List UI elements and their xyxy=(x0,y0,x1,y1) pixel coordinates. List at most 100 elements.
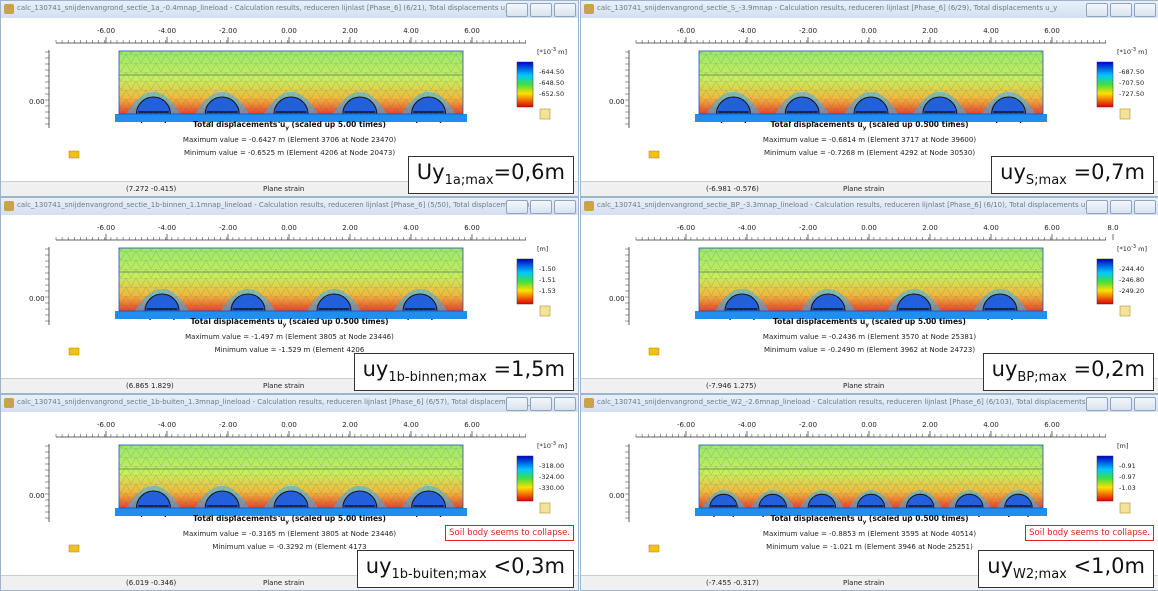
minimize-button[interactable] xyxy=(1086,200,1108,214)
close-button[interactable] xyxy=(554,3,576,17)
max-displacement-label: uy1b-buiten;max <0,3m xyxy=(357,550,574,588)
minimize-button[interactable] xyxy=(506,397,528,411)
ruler-label: -4.00 xyxy=(158,421,176,429)
close-button[interactable] xyxy=(554,200,576,214)
unit-text: [*10 xyxy=(1117,245,1131,253)
mesh-overlay xyxy=(119,51,463,114)
result-caption: Total displacements uy (scaled up 5.00 t… xyxy=(1,514,578,526)
ruler-label: 0.00 xyxy=(281,421,297,429)
close-button[interactable] xyxy=(1134,200,1156,214)
caption-text: (scaled up 0.500 times) xyxy=(286,317,388,326)
legend-bar xyxy=(517,259,533,304)
maximize-button[interactable] xyxy=(530,200,552,214)
legend-value: -330.00 xyxy=(539,484,564,492)
ruler-label: -2.00 xyxy=(799,27,817,35)
collapse-warning: Soil body seems to collapse. xyxy=(1025,525,1154,541)
close-button[interactable] xyxy=(1134,3,1156,17)
ruler-label: -2.00 xyxy=(799,224,817,232)
ruler-label: 4.00 xyxy=(983,27,999,35)
mesh-overlay xyxy=(699,445,1043,508)
ruler-label: -4.00 xyxy=(738,421,756,429)
maximize-button[interactable] xyxy=(1110,397,1132,411)
ruler-label: 0.00 xyxy=(281,27,297,35)
ruler-label: 4.00 xyxy=(403,27,419,35)
result-caption: Total displacements uy (scaled up 5.00 t… xyxy=(581,317,1158,329)
mesh-overlay xyxy=(119,248,463,311)
legend-value: -1.03 xyxy=(1119,484,1136,492)
maximize-button[interactable] xyxy=(530,3,552,17)
ruler-label: -6.00 xyxy=(677,27,695,35)
window-title: calc_130741_snijdenvangrond_sectie_BP_-3… xyxy=(597,201,1093,209)
cursor-coordinates: (-7.455 -0.317) xyxy=(706,579,759,587)
caption-text: Total displacements u xyxy=(773,317,865,326)
lock-icon xyxy=(540,306,550,316)
minimize-button[interactable] xyxy=(506,3,528,17)
legend-value: -318.00 xyxy=(539,462,564,470)
analysis-type: Plane strain xyxy=(263,579,304,587)
maximize-button[interactable] xyxy=(530,397,552,411)
minimize-button[interactable] xyxy=(1086,397,1108,411)
mesh-overlay xyxy=(699,51,1043,114)
maximize-button[interactable] xyxy=(1110,200,1132,214)
window-icon xyxy=(584,201,594,211)
collapse-warning: Soil body seems to collapse. xyxy=(445,525,574,541)
result-caption: Total displacements uy (scaled up 0.500 … xyxy=(1,317,578,329)
label-value: =0,7m xyxy=(1067,160,1145,184)
ruler-label: -6.00 xyxy=(97,27,115,35)
legend-value: -324.00 xyxy=(539,473,564,481)
cursor-coordinates: (-6.981 -0.576) xyxy=(706,185,759,193)
label-value: =0,2m xyxy=(1067,357,1145,381)
max-displacement-label: uyS;max =0,7m xyxy=(991,156,1154,194)
ruler-label: 4.00 xyxy=(403,421,419,429)
max-displacement-label: uy1b-binnen;max =1,5m xyxy=(354,353,574,391)
ruler-label: -4.00 xyxy=(158,27,176,35)
unit-text: m] xyxy=(556,442,567,450)
max-displacement-label: Uy1a;max=0,6m xyxy=(408,156,574,194)
legend-value: -246.80 xyxy=(1119,276,1144,284)
legend-bar xyxy=(1097,456,1113,501)
ruler-label: -2.00 xyxy=(219,421,237,429)
label-subscript: 1b-buiten;max xyxy=(392,567,487,582)
legend-value: -727.50 xyxy=(1119,90,1144,98)
window-icon xyxy=(4,201,14,211)
result-window: calc_130741_snijdenvangrond_sectie_S_-3.… xyxy=(580,0,1158,197)
ruler-label: 6.00 xyxy=(1044,421,1060,429)
caption-text: Total displacements u xyxy=(193,120,285,129)
ruler-label: 0.00 xyxy=(861,27,877,35)
unit-text: [m] xyxy=(537,245,548,253)
ruler-label: 2.00 xyxy=(342,224,358,232)
legend-value: -687.50 xyxy=(1119,68,1144,76)
caption-text: Total displacements u xyxy=(193,514,285,523)
minimize-button[interactable] xyxy=(506,200,528,214)
result-window: calc_130741_snijdenvangrond_sectie_1b-bu… xyxy=(0,394,579,591)
analysis-type: Plane strain xyxy=(263,185,304,193)
legend-value: -0.91 xyxy=(1119,462,1136,470)
close-button[interactable] xyxy=(1134,397,1156,411)
mesh-overlay xyxy=(699,248,1043,311)
unit-text: m] xyxy=(1136,245,1147,253)
y-ruler-label: 0.00 xyxy=(609,98,625,106)
minimize-button[interactable] xyxy=(1086,3,1108,17)
legend-unit: [m] xyxy=(1117,442,1128,450)
maximum-value: Maximum value = -0.6427 m (Element 3706 … xyxy=(1,136,578,144)
ruler-label: -6.00 xyxy=(677,421,695,429)
label-symbol: uy xyxy=(987,554,1013,578)
result-window: calc_130741_snijdenvangrond_sectie_1a_-0… xyxy=(0,0,579,197)
lock-icon xyxy=(540,503,550,513)
legend-unit: [*10-3 m] xyxy=(1117,47,1147,56)
legend-unit: [m] xyxy=(537,245,548,253)
label-symbol: uy xyxy=(992,357,1018,381)
ruler-label: 4.00 xyxy=(983,421,999,429)
lock-icon xyxy=(1120,306,1130,316)
ruler-label: 8.0 xyxy=(1107,224,1118,232)
caption-text: (scaled up 0.500 times) xyxy=(866,514,968,523)
caption-text: Total displacements u xyxy=(190,317,282,326)
ruler-label: 0.00 xyxy=(281,224,297,232)
legend-value: -1.51 xyxy=(539,276,556,284)
legend-unit: [*10-3 m] xyxy=(537,47,567,56)
ruler-label: 2.00 xyxy=(342,27,358,35)
maximize-button[interactable] xyxy=(1110,3,1132,17)
close-button[interactable] xyxy=(554,397,576,411)
unit-text: [*10 xyxy=(537,48,551,56)
maximum-value: Maximum value = -1.497 m (Element 3805 a… xyxy=(1,333,578,341)
